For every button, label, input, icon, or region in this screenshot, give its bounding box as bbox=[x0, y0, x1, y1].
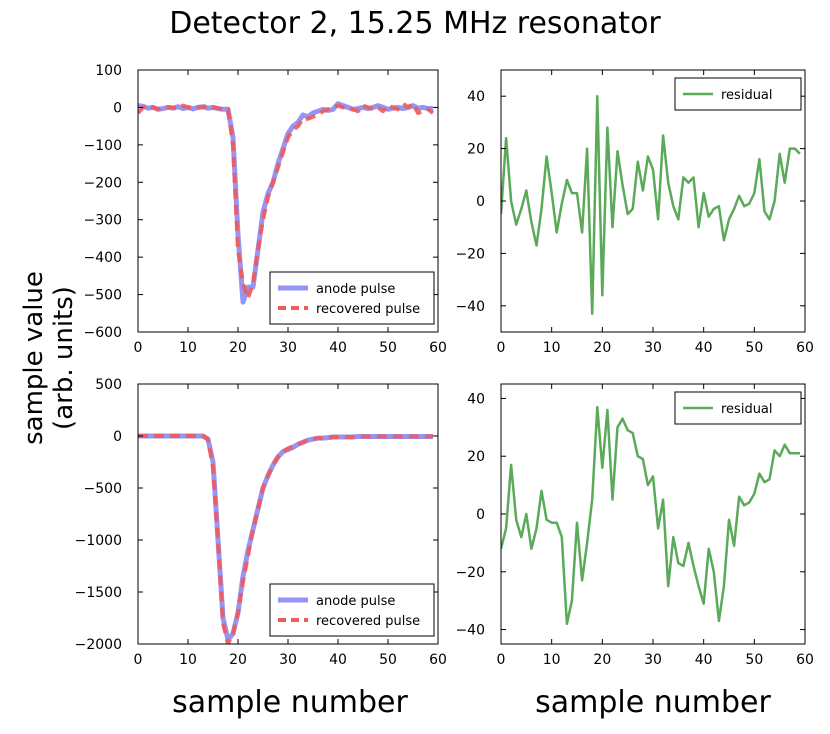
legend-label-residual: residual bbox=[721, 88, 773, 103]
x-tick-label: 50 bbox=[745, 340, 763, 356]
y-tick-label: 100 bbox=[95, 63, 122, 79]
y-tick-label: 0 bbox=[476, 194, 485, 210]
x-tick-label: 0 bbox=[134, 652, 143, 668]
x-tick-label: 50 bbox=[379, 340, 397, 356]
x-tick-label: 0 bbox=[134, 340, 143, 356]
x-tick-label: 20 bbox=[229, 340, 247, 356]
legend-label-residual: residual bbox=[721, 402, 773, 417]
legend-box bbox=[269, 583, 435, 637]
figure-title: Detector 2, 15.25 MHz resonator bbox=[169, 6, 661, 41]
panel-top-left: 0 10 20 30 40 50 60 100 0 −100 −200 −300 −400 −500 −60… bbox=[84, 63, 447, 356]
series-line-recovered-pulse bbox=[138, 434, 433, 644]
panel-top-right: 0 10 20 30 40 50 60 40 20 0 −20 −40 residual bbox=[455, 69, 814, 356]
y-tick-label: 40 bbox=[467, 391, 485, 407]
y-tick-label: −1500 bbox=[75, 585, 122, 601]
y-tick-label: −1000 bbox=[75, 533, 122, 549]
x-tick-label: 60 bbox=[796, 340, 814, 356]
x-tick-label: 10 bbox=[179, 652, 197, 668]
y-tick-label: −500 bbox=[84, 288, 122, 304]
legend: residual bbox=[674, 77, 802, 111]
y-tick-label: −2000 bbox=[75, 637, 122, 653]
x-tick-label: 30 bbox=[279, 340, 297, 356]
x-tick-label: 40 bbox=[695, 340, 713, 356]
x-tick-label: 20 bbox=[593, 652, 611, 668]
legend-label-recovered-pulse: recovered pulse bbox=[316, 614, 420, 629]
y-tick-label: −200 bbox=[84, 175, 122, 191]
legend: anode pulse recovered pulse bbox=[269, 271, 435, 325]
legend-label-anode-pulse: anode pulse bbox=[316, 594, 395, 609]
legend: anode pulse recovered pulse bbox=[269, 583, 435, 637]
series-line-recovered-pulse bbox=[138, 101, 435, 301]
x-tick-label: 0 bbox=[497, 652, 506, 668]
x-tick-label: 0 bbox=[497, 340, 506, 356]
y-tick-label: 20 bbox=[467, 449, 485, 465]
panel-bottom-left: 0 10 20 30 40 50 60 500 0 −500 −1000 −1500 −2000 anod… bbox=[75, 377, 447, 668]
y-tick-label: −40 bbox=[455, 299, 485, 315]
x-tick-label: 20 bbox=[593, 340, 611, 356]
x-tick-label: 40 bbox=[329, 652, 347, 668]
legend-label-recovered-pulse: recovered pulse bbox=[316, 302, 420, 317]
y-axis-label-line2: (arb. units) bbox=[49, 286, 79, 430]
x-tick-label: 60 bbox=[429, 340, 447, 356]
y-tick-label: −100 bbox=[84, 138, 122, 154]
x-tick-label: 20 bbox=[229, 652, 247, 668]
y-tick-label: 500 bbox=[95, 377, 122, 393]
y-tick-label: 0 bbox=[113, 429, 122, 445]
x-tick-label: 60 bbox=[429, 652, 447, 668]
x-tick-label: 10 bbox=[543, 340, 561, 356]
y-tick-label: 20 bbox=[467, 142, 485, 158]
y-axis-label-line1: sample value bbox=[19, 271, 49, 445]
y-tick-label: −20 bbox=[455, 246, 485, 262]
x-tick-label: 40 bbox=[695, 652, 713, 668]
x-tick-label: 50 bbox=[745, 652, 763, 668]
y-tick-label: 0 bbox=[113, 100, 122, 116]
y-tick-label: −40 bbox=[455, 623, 485, 639]
x-tick-label: 30 bbox=[279, 652, 297, 668]
x-tick-label: 10 bbox=[179, 340, 197, 356]
x-tick-label: 30 bbox=[644, 340, 662, 356]
x-tick-label: 30 bbox=[644, 652, 662, 668]
x-axis-label-left: sample number bbox=[172, 685, 408, 720]
legend: residual bbox=[674, 391, 802, 425]
x-tick-label: 50 bbox=[379, 652, 397, 668]
y-tick-label: −500 bbox=[84, 481, 122, 497]
x-tick-label: 40 bbox=[329, 340, 347, 356]
y-tick-label: 40 bbox=[467, 89, 485, 105]
series-line-residual bbox=[501, 405, 800, 626]
y-tick-label: −400 bbox=[84, 250, 122, 266]
legend-box bbox=[269, 271, 435, 325]
y-tick-label: −300 bbox=[84, 213, 122, 229]
y-tick-label: −20 bbox=[455, 565, 485, 581]
y-tick-label: −600 bbox=[84, 325, 122, 341]
x-tick-label: 60 bbox=[796, 652, 814, 668]
y-tick-label: 0 bbox=[476, 507, 485, 523]
x-tick-label: 10 bbox=[543, 652, 561, 668]
series-line-residual bbox=[501, 94, 801, 315]
legend-label-anode-pulse: anode pulse bbox=[316, 282, 395, 297]
panel-bottom-right: 0 10 20 30 40 50 60 40 20 0 −20 −40 residual bbox=[455, 383, 814, 668]
x-axis-label-right: sample number bbox=[535, 685, 771, 720]
